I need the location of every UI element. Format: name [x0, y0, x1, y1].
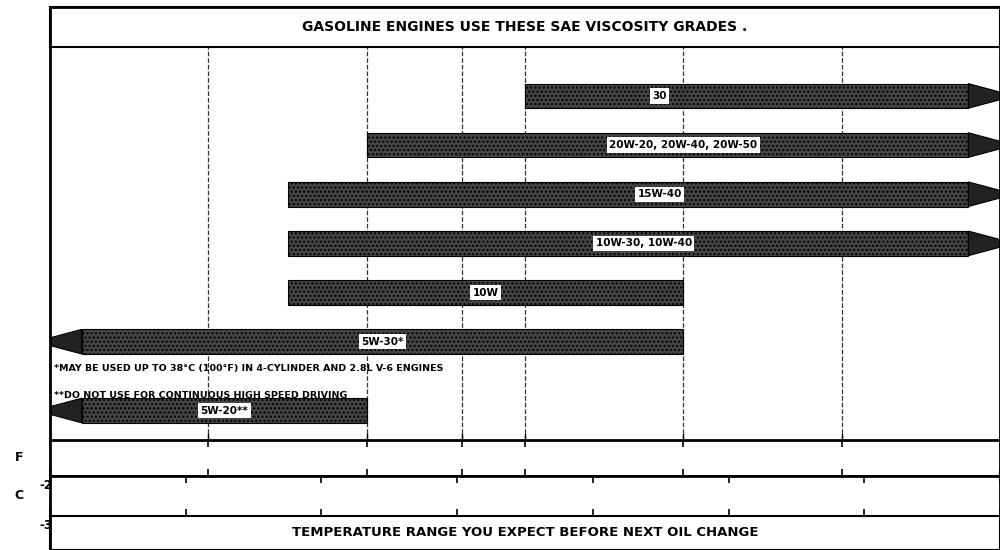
Polygon shape [968, 182, 1000, 206]
Text: 30: 30 [652, 91, 667, 101]
Text: 5W-30*: 5W-30* [361, 337, 404, 346]
Text: TEMPERATURE RANGE YOU EXPECT BEFORE NEXT OIL CHANGE: TEMPERATURE RANGE YOU EXPECT BEFORE NEXT… [292, 526, 758, 540]
Text: GASOLINE ENGINES USE THESE SAE VISCOSITY GRADES .: GASOLINE ENGINES USE THESE SAE VISCOSITY… [302, 20, 748, 34]
Text: 10W-30, 10W-40: 10W-30, 10W-40 [596, 238, 692, 249]
Bar [288, 231, 968, 256]
Text: **DO NOT USE FOR CONTINUOUS HIGH SPEED DRIVING: **DO NOT USE FOR CONTINUOUS HIGH SPEED D… [54, 391, 347, 400]
Polygon shape [968, 231, 1000, 256]
Bar [82, 398, 367, 423]
Text: 10W: 10W [472, 288, 498, 298]
Polygon shape [968, 133, 1000, 157]
Text: *MAY BE USED UP TO 38°C (100°F) IN 4-CYLINDER AND 2.8L V-6 ENGINES: *MAY BE USED UP TO 38°C (100°F) IN 4-CYL… [54, 364, 443, 373]
Text: 15W-40: 15W-40 [637, 189, 682, 199]
Text: C: C [14, 490, 23, 502]
Bar [525, 84, 968, 108]
Bar [288, 182, 968, 206]
Text: 20W-20, 20W-40, 20W-50: 20W-20, 20W-40, 20W-50 [609, 140, 757, 150]
Bar [288, 280, 683, 305]
Polygon shape [968, 84, 1000, 108]
Bar [367, 133, 968, 157]
Text: F: F [15, 452, 23, 464]
Polygon shape [36, 329, 82, 354]
Polygon shape [36, 398, 82, 423]
Text: 5W-20**: 5W-20** [200, 405, 248, 415]
Bar [82, 329, 683, 354]
